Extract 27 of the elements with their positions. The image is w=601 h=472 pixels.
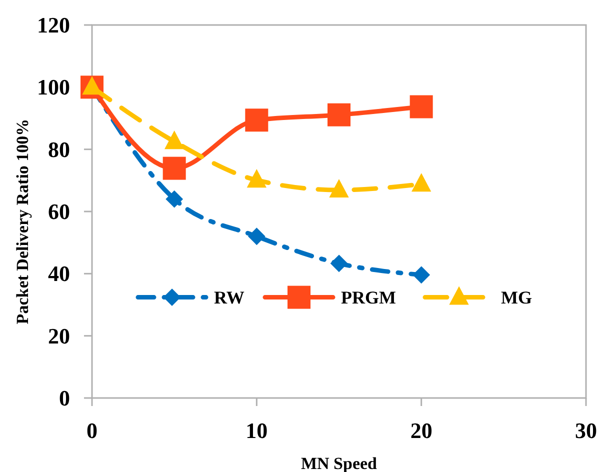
- x-tick-label: 20: [410, 418, 432, 443]
- x-tick-label: 0: [86, 418, 98, 443]
- point: [328, 103, 350, 126]
- point: [330, 180, 348, 198]
- y-tick-label: 0: [59, 386, 70, 410]
- point: [166, 190, 183, 208]
- point: [410, 95, 433, 118]
- point: [412, 266, 430, 284]
- x-tick-label: 30: [575, 418, 597, 443]
- legend-label: PRGM: [341, 287, 396, 308]
- point: [245, 108, 268, 132]
- point: [412, 174, 431, 192]
- point: [330, 254, 348, 272]
- y-tick-label: 80: [48, 136, 70, 162]
- point: [247, 170, 266, 188]
- y-axis-title: Packet Delivery Ratio 100%: [13, 118, 32, 324]
- point: [164, 131, 184, 150]
- y-tick-label: 20: [48, 323, 70, 348]
- x-tick-label: 10: [246, 418, 268, 443]
- y-tick-label: 40: [48, 261, 70, 286]
- point: [162, 156, 186, 180]
- y-tick-label: 120: [37, 12, 70, 38]
- legend-label: MG: [501, 287, 532, 308]
- y-tick-label: 60: [48, 199, 70, 224]
- legend-label: RW: [214, 287, 244, 308]
- point: [248, 228, 266, 245]
- y-tick-label: 100: [37, 74, 70, 100]
